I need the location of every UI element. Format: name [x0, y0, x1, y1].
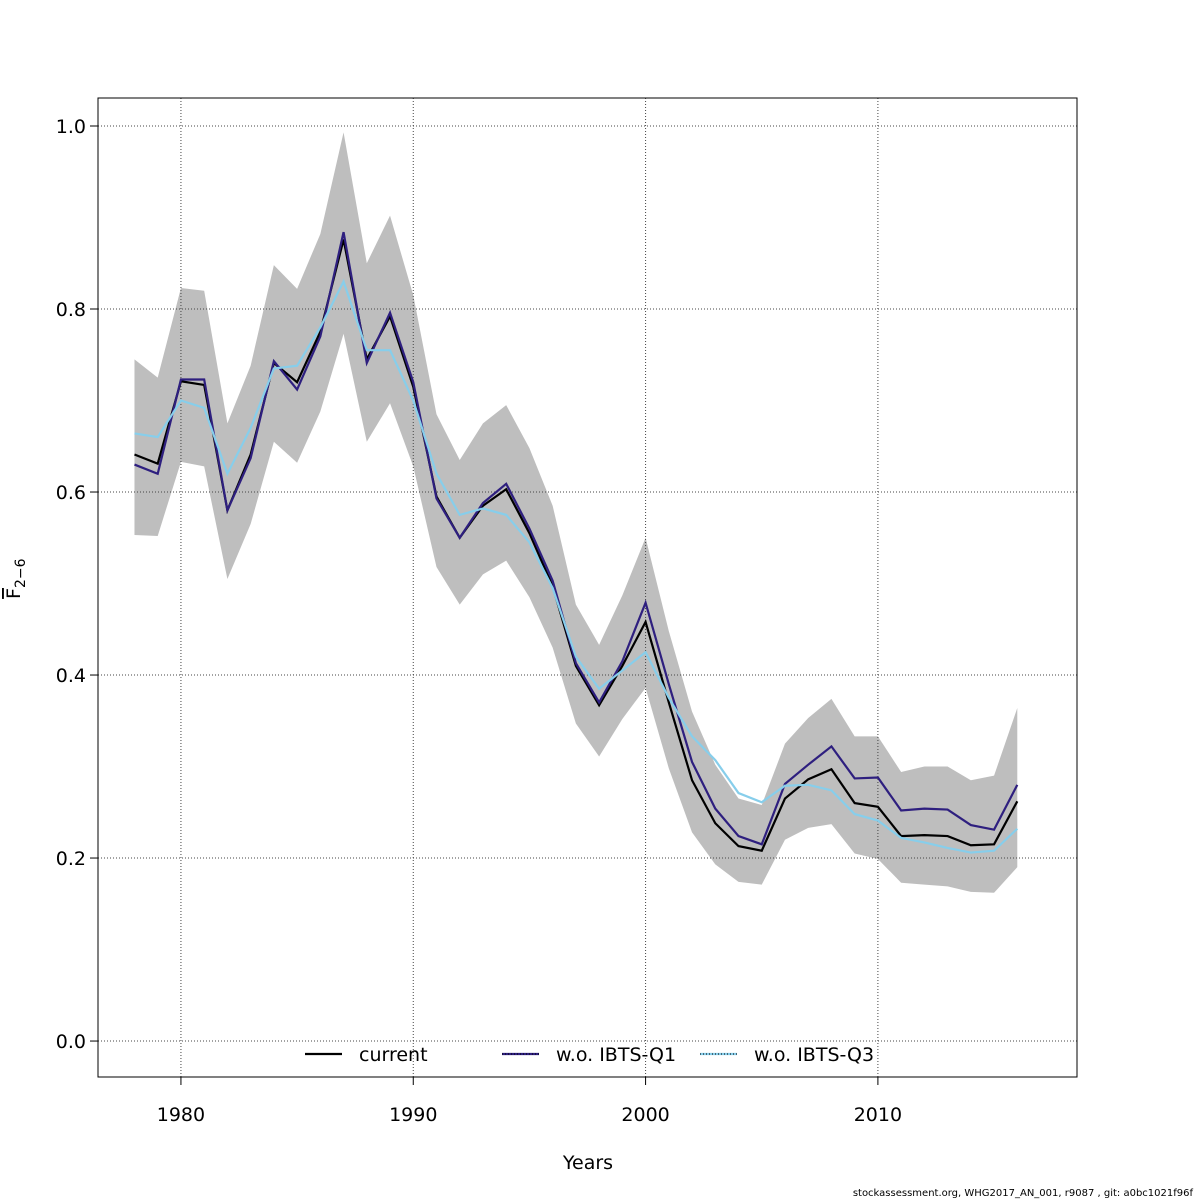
y-tick-label: 0.0 — [56, 1031, 86, 1053]
y-label-sub: 2−6 — [13, 558, 29, 588]
series-line — [134, 231, 1019, 846]
x-axis-label: Years — [562, 1152, 613, 1174]
legend-label: w.o. IBTS-Q3 — [754, 1044, 874, 1066]
y-label-base: F — [3, 588, 25, 599]
y-tick-label: 0.6 — [56, 482, 86, 504]
x-tick-label: 1980 — [157, 1104, 205, 1126]
footer: stockassessment.org, WHG2017_AN_001, r90… — [853, 1188, 1194, 1199]
confidence-band — [134, 132, 1018, 893]
y-tick-label: 0.2 — [56, 848, 86, 870]
y-tick-label: 0.8 — [56, 299, 86, 321]
legend-label: w.o. IBTS-Q1 — [556, 1044, 676, 1066]
x-tick-label: 2010 — [854, 1104, 902, 1126]
y-tick-label: 1.0 — [56, 116, 86, 138]
legend-label: current — [359, 1044, 428, 1066]
x-tick-label: 1990 — [389, 1104, 437, 1126]
series-line — [134, 278, 1019, 854]
x-tick-label: 2000 — [621, 1104, 669, 1126]
y-tick-label: 0.4 — [56, 665, 86, 687]
plot-frame — [97, 97, 1078, 1078]
y-axis-label: F 2−6 — [3, 558, 29, 599]
